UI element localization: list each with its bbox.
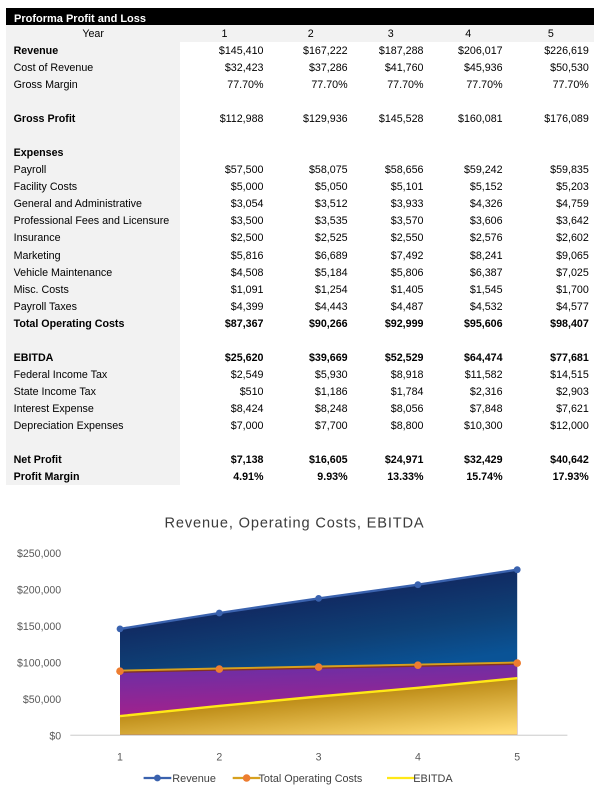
svg-text:5: 5 [514, 752, 520, 764]
svg-text:$150,000: $150,000 [17, 621, 61, 633]
svg-text:EBITDA: EBITDA [413, 773, 453, 785]
svg-text:Revenue, Operating Costs, EBIT: Revenue, Operating Costs, EBITDA [165, 515, 425, 531]
svg-text:$100,000: $100,000 [17, 657, 61, 669]
svg-text:$200,000: $200,000 [17, 584, 61, 596]
svg-text:Total Operating Costs: Total Operating Costs [259, 773, 363, 785]
svg-text:3: 3 [316, 752, 322, 764]
svg-text:$0: $0 [49, 730, 61, 742]
svg-text:$250,000: $250,000 [17, 548, 61, 560]
svg-text:$50,000: $50,000 [23, 694, 61, 706]
svg-text:4: 4 [415, 752, 421, 764]
svg-text:1: 1 [117, 752, 123, 764]
svg-text:Revenue: Revenue [172, 773, 216, 785]
svg-text:2: 2 [216, 752, 222, 764]
